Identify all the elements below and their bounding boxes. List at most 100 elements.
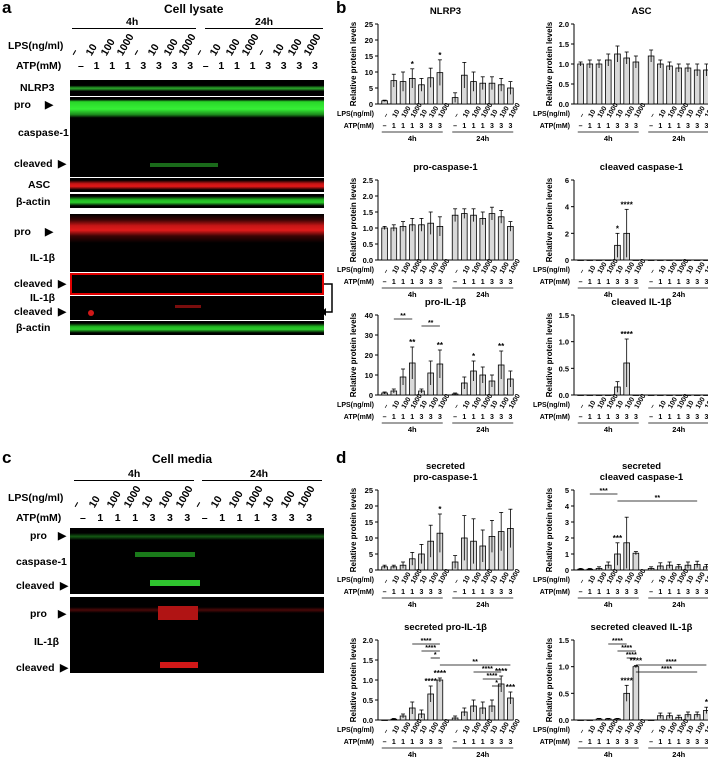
- lps-tick-label: 100: [401, 396, 413, 410]
- bar: [586, 394, 594, 396]
- group-label-24h: 24h: [672, 134, 685, 143]
- atp-tick-label: 1: [481, 279, 485, 286]
- atp-tick-label: 3: [508, 414, 512, 421]
- group-label-4h: 4h: [408, 750, 417, 759]
- significance-label: *: [434, 652, 437, 659]
- lps-tick-label: 100: [499, 571, 511, 585]
- lps-tick-label: 10: [462, 575, 472, 585]
- y-tick-label: 1.0: [559, 663, 569, 672]
- lane-label: 1: [109, 60, 116, 72]
- atp-tick-label: 3: [499, 414, 503, 421]
- chart-title: secreted cleaved IL-1β: [591, 622, 693, 633]
- bar: [703, 394, 708, 396]
- atp-tick-label: 3: [686, 414, 690, 421]
- bar: [647, 719, 655, 721]
- atp-tick-label: 1: [401, 589, 405, 596]
- atp-tick-label: 3: [695, 279, 699, 286]
- lps-tick-label: –: [453, 112, 461, 119]
- atp-tick-label: 1: [597, 414, 601, 421]
- y-tick-label: 2.0: [559, 20, 569, 29]
- lane-label: –: [201, 512, 208, 524]
- lps-tick-label: 10: [587, 265, 597, 275]
- lps-tick-label: 10: [391, 109, 401, 119]
- significance-label: *: [495, 680, 498, 687]
- significance-label: ****: [620, 676, 633, 685]
- atp-tick-label: 1: [658, 279, 662, 286]
- chart-title: cleaved caspase-1: [600, 162, 684, 173]
- atp-label: ATP(mM): [16, 60, 62, 72]
- group-label-24h: 24h: [476, 750, 489, 759]
- bar: [497, 216, 505, 261]
- chart-title: pro-caspase-1: [413, 472, 478, 483]
- group-label-4h: 4h: [604, 750, 613, 759]
- bar: [632, 259, 640, 261]
- bar: [693, 259, 701, 261]
- lane-label: 1: [254, 512, 260, 524]
- lps-tick-label: 10: [686, 725, 696, 735]
- chart-title: cleaved IL-1β: [611, 297, 671, 308]
- lps-tick-label: 100: [471, 571, 483, 585]
- atp-tick-label: –: [453, 279, 457, 286]
- group-label-4h: 4h: [408, 425, 417, 434]
- lps-tick-label: 100: [428, 261, 440, 275]
- label-nlrp3: NLRP3: [20, 82, 55, 94]
- atp-tick-label: 1: [401, 414, 405, 421]
- chart-title: cleaved caspase-1: [600, 472, 684, 483]
- atp-tick-label: 1: [597, 589, 601, 596]
- bar: [657, 259, 664, 261]
- atp-tick-label: 1: [462, 123, 466, 130]
- y-tick-label: 6: [565, 176, 569, 185]
- bar: [684, 67, 692, 105]
- lps-tick-label: 100: [624, 721, 636, 735]
- lps-tick-label: 100: [667, 721, 679, 735]
- lps-tick-label: 100: [624, 261, 636, 275]
- y-tick-label: 10: [365, 534, 373, 543]
- panel-label-c: c: [2, 448, 12, 467]
- bar: [647, 55, 655, 105]
- group-label-4h: 4h: [604, 134, 613, 143]
- lane-label: –: [78, 60, 84, 72]
- atp-tick-label: 1: [472, 414, 476, 421]
- lps-tick-label: –: [382, 112, 390, 119]
- bar: [632, 394, 640, 396]
- bar: [666, 394, 673, 396]
- atp-tick-label: 3: [438, 414, 442, 421]
- lps-tick-label: 10: [587, 400, 597, 410]
- atp-tick-label: 1: [462, 589, 466, 596]
- lps-tick-label: 10: [615, 400, 625, 410]
- lane-label: 1: [124, 60, 131, 72]
- arrow-icon: ▶: [60, 580, 69, 592]
- y-tick-label: 0: [369, 100, 373, 109]
- lps-tick-label: 10: [462, 265, 472, 275]
- significance-label: ****: [612, 638, 623, 645]
- y-tick-label: 1.5: [363, 208, 373, 217]
- atp-tick-label: 1: [668, 589, 672, 596]
- bar: [632, 61, 640, 105]
- y-tick-label: 1.5: [559, 636, 569, 645]
- media-cleaved-il1b-band: [160, 662, 198, 668]
- bar: [577, 259, 584, 261]
- y-tick-label: 5: [565, 486, 569, 495]
- atp-tick-label: –: [383, 123, 387, 130]
- significance-label: ****: [666, 659, 677, 666]
- lps-tick-label: 10: [490, 265, 500, 275]
- lps-tick-label: 10: [391, 575, 401, 585]
- atp-tick-label: 1: [462, 279, 466, 286]
- y-tick-label: 25: [365, 486, 373, 495]
- bar: [666, 65, 673, 105]
- lps-axis-label: LPS(ng/ml): [337, 727, 374, 734]
- lps-axis-label: LPS(ng/ml): [533, 267, 570, 274]
- atp-tick-label: 1: [677, 123, 681, 130]
- lps-axis-label: LPS(ng/ml): [337, 402, 374, 409]
- significance-label: **: [409, 338, 416, 347]
- significance-label: **: [428, 320, 434, 327]
- atp-tick-label: 1: [606, 123, 610, 130]
- atp-tick-label: –: [453, 589, 457, 596]
- group-label-24h: 24h: [476, 134, 489, 143]
- lps-tick-label: 100: [499, 105, 511, 119]
- lps-tick-label: –: [382, 578, 390, 585]
- lps-tick-label: 100: [401, 571, 413, 585]
- group-label-24h: 24h: [476, 600, 489, 609]
- label-cleaved: cleaved: [14, 158, 53, 170]
- bar: [436, 679, 444, 721]
